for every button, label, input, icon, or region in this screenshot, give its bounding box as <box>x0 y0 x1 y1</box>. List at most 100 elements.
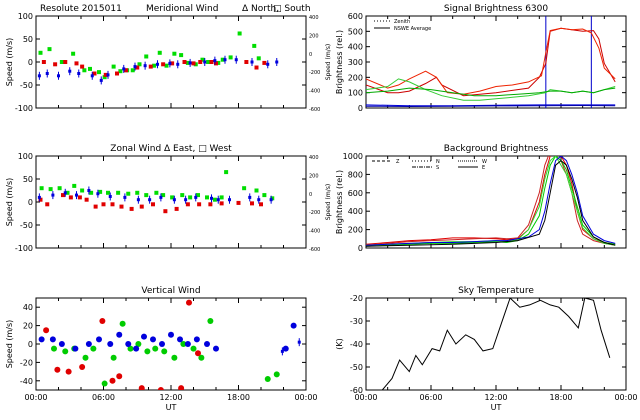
data-point <box>122 67 126 71</box>
data-point <box>203 60 207 64</box>
data-point <box>99 318 106 324</box>
data-point <box>164 63 169 68</box>
data-point <box>163 209 168 214</box>
y-tick-label: -50 <box>20 81 33 90</box>
data-point <box>151 202 155 207</box>
data-point <box>143 64 147 68</box>
legend-label: S <box>436 165 439 171</box>
data-point <box>45 72 49 75</box>
data-point <box>220 57 225 62</box>
x-tick-label: 12:00 <box>484 393 507 402</box>
data-point <box>74 61 79 66</box>
y-tick-label: -100 <box>15 104 33 113</box>
data-point <box>168 61 172 65</box>
data-point <box>161 348 168 355</box>
data-point <box>207 318 214 324</box>
data-point <box>38 336 45 343</box>
data-point <box>228 55 233 60</box>
data-point <box>79 364 86 370</box>
data-point <box>136 198 140 202</box>
data-layer <box>380 298 611 390</box>
data-point <box>116 190 121 195</box>
right-tick-label: 400 <box>309 15 319 21</box>
y-tick-label: 200 <box>348 73 363 82</box>
data-point <box>80 188 85 193</box>
data-point <box>115 71 119 76</box>
legend-label: E <box>482 165 485 171</box>
y-tick-label: 100 <box>18 12 33 21</box>
data-point <box>176 62 180 66</box>
data-point <box>196 193 200 198</box>
y-tick-label: -50 <box>350 363 363 372</box>
data-point <box>108 194 112 198</box>
data-point <box>191 61 196 66</box>
data-point <box>102 75 107 80</box>
data-point <box>98 189 103 194</box>
x-tick-label: 12:00 <box>159 393 182 402</box>
data-point <box>65 190 70 195</box>
data-layer <box>38 299 301 390</box>
data-point <box>119 204 124 209</box>
data-point <box>110 202 115 207</box>
data-point <box>111 64 116 69</box>
data-point <box>63 191 67 195</box>
data-point <box>208 202 213 207</box>
data-point <box>224 170 229 175</box>
data-point <box>85 341 92 347</box>
data-point <box>290 322 297 329</box>
data-point <box>125 341 132 347</box>
right-axis-label: Speed (m/s) <box>325 184 332 220</box>
series-line-3 <box>366 87 616 97</box>
data-point <box>159 341 165 347</box>
y-tick-label: 300 <box>348 58 363 67</box>
data-point <box>174 206 179 211</box>
right-tick-label: -400 <box>309 229 320 235</box>
x-tick-label: 18:00 <box>227 393 250 402</box>
x-tick-label: 06:00 <box>419 393 442 402</box>
data-point <box>275 60 279 64</box>
legend-south: □ South <box>273 4 311 14</box>
data-point <box>234 58 238 62</box>
legend-label: W <box>482 159 487 165</box>
data-point <box>141 333 147 340</box>
data-point <box>54 366 61 373</box>
data-point <box>93 204 98 209</box>
data-point <box>262 193 267 198</box>
data-point <box>157 387 164 390</box>
data-point <box>127 345 134 352</box>
data-point <box>51 345 57 352</box>
data-point <box>204 341 210 347</box>
data-point <box>193 336 200 343</box>
data-point <box>209 60 214 64</box>
data-point <box>188 61 192 65</box>
data-point <box>182 60 187 64</box>
data-point <box>123 195 127 199</box>
legend-label: N <box>436 159 440 165</box>
data-point <box>87 189 91 192</box>
data-point <box>53 62 58 67</box>
chart-meridional: Resolute 2015011 Meridional Wind Δ North,□… <box>5 4 332 113</box>
data-point <box>184 341 191 347</box>
y-tick-label: 0 <box>28 58 33 67</box>
y-axis-label: Brightness (rel.) <box>335 170 344 234</box>
data-point <box>242 186 247 191</box>
y-tick-label: 100 <box>18 152 33 161</box>
data-point <box>210 196 213 200</box>
data-point <box>152 345 159 352</box>
data-layer <box>366 156 616 247</box>
data-point <box>57 74 60 78</box>
right-tick-label: 0 <box>309 52 312 58</box>
data-point <box>144 54 149 59</box>
data-point <box>82 354 89 361</box>
data-point <box>103 72 108 77</box>
data-point <box>106 190 110 195</box>
data-point <box>39 186 44 191</box>
x-axis-label: UT <box>491 403 502 412</box>
data-point <box>135 341 142 347</box>
y-tick-label: -40 <box>20 377 33 386</box>
data-point <box>154 190 159 195</box>
data-point <box>57 186 62 191</box>
data-point <box>138 385 145 390</box>
data-point <box>172 51 177 56</box>
data-point <box>185 202 190 207</box>
